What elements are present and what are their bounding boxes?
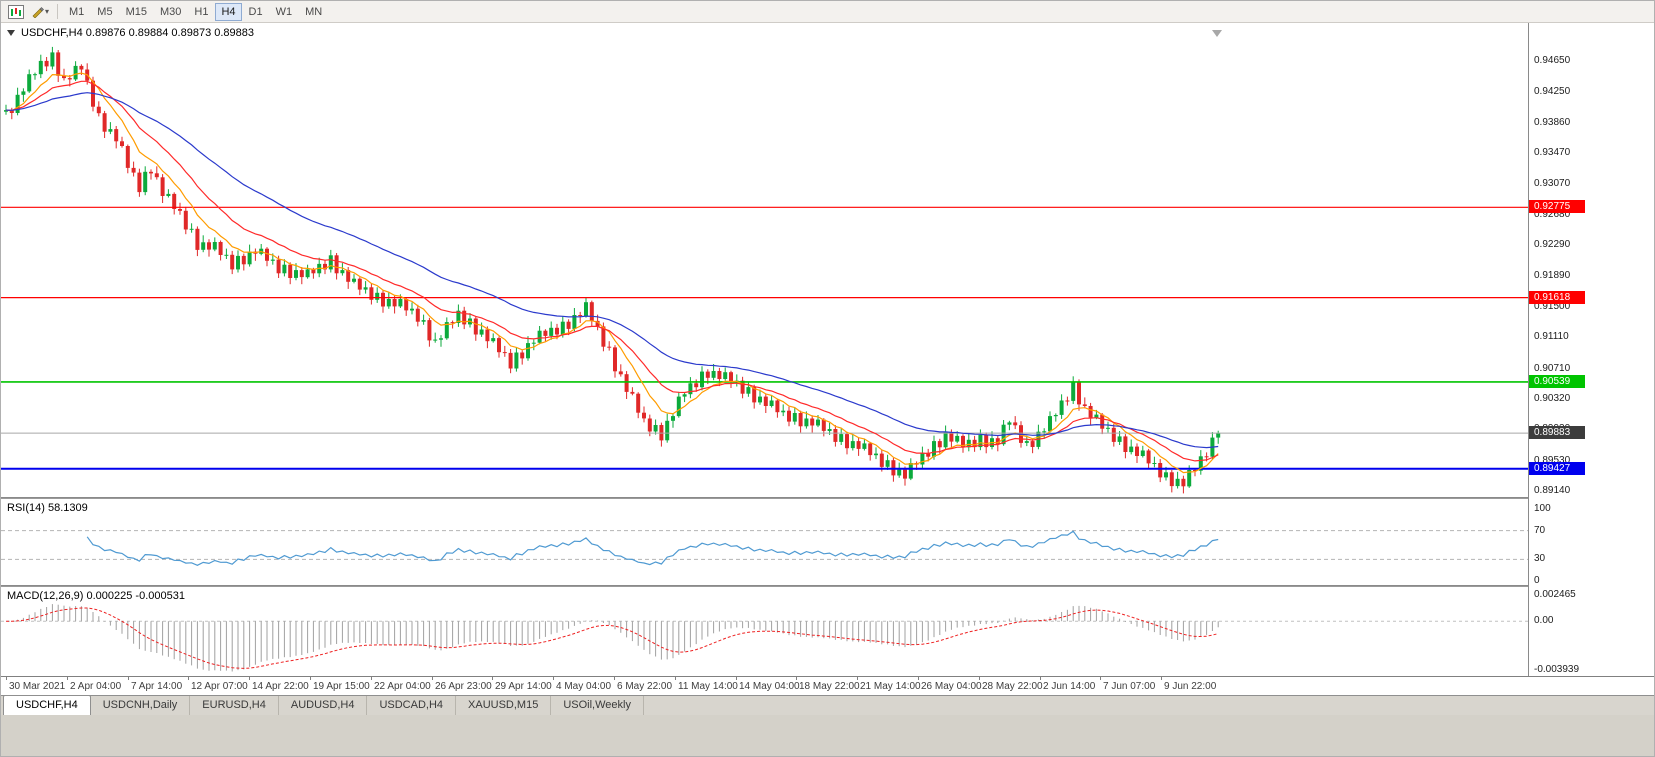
macd-indicator-plot[interactable] [1,587,1528,676]
chart-shift-marker[interactable] [1212,30,1222,37]
drawing-tool-icon[interactable]: ▾ [28,3,52,21]
current-price-box: 0.89883 [1529,426,1585,439]
price-axis-label: 0.91500 [1534,301,1571,312]
price-axis-label: 0.94250 [1534,86,1571,97]
chart-tabs-bar: USDCHF,H4 USDCNH,Daily EURUSD,H4 AUDUSD,H4 U… [1,695,1654,715]
timeframe-button-h4[interactable]: H4 [215,2,242,21]
price-chart-plot[interactable] [1,23,1528,497]
chart-window-icon[interactable] [4,3,28,21]
time-axis-label: 2 Jun 14:00 [1039,677,1096,692]
timeframe-button-m15[interactable]: M15 [125,5,147,18]
toolbar-separator [57,4,58,19]
price-axis-label: 0.90710 [1534,363,1571,374]
price-axis-label: 0.92290 [1534,239,1571,250]
chart-tab-usdcnh-daily[interactable]: USDCNH,Daily [91,696,191,715]
timeframe-button-mn[interactable]: MN [305,5,323,18]
time-axis-label: 19 Apr 15:00 [310,677,370,692]
time-axis-label: 11 May 14:00 [675,677,738,692]
time-axis-label: 12 Apr 07:00 [188,677,248,692]
time-axis-label: 21 May 14:00 [857,677,921,692]
chart-tab-eurusd-h4[interactable]: EURUSD,H4 [190,696,279,715]
macd-scale-label: 0.00 [1534,615,1554,626]
panel-separator[interactable] [1,585,1654,587]
price-axis-label: 0.91890 [1534,270,1571,281]
price-axis-label: 0.91110 [1534,331,1569,342]
macd-histogram [11,604,1219,672]
time-axis-label: 22 Apr 04:00 [371,677,431,692]
rsi-scale-label: 30 [1534,553,1546,564]
chart-tab-usdcad-h4[interactable]: USDCAD,H4 [367,696,457,715]
rsi-scale-label: 0 [1534,575,1540,586]
level-price-box: 0.91618 [1529,291,1585,304]
panel-separator[interactable] [1,497,1654,499]
time-axis-label: 30 Mar 2021 [5,677,66,692]
timeframe-button-group: M1 M5 M15 M30 H1 H4 D1 W1 MN [63,2,328,21]
macd-scale-label: 0.002465 [1534,589,1576,600]
main-toolbar: ▾ M1 M5 M15 M30 H1 H4 D1 W1 MN [1,1,1654,23]
candles-series [4,46,1221,494]
price-axis-label: 0.89530 [1534,455,1571,466]
price-axis-label: 0.93860 [1534,117,1571,128]
title-marker-icon [7,30,15,36]
rsi-label: RSI(14) 58.1309 [7,502,88,514]
moving-average-line-17 [5,80,1219,462]
price-axis-label: 0.90320 [1534,393,1571,404]
time-axis-label: 28 May 22:00 [979,677,1043,692]
dropdown-caret-icon: ▾ [44,7,49,16]
macd-signal-line [6,607,1219,669]
time-axis-label: 7 Jun 07:00 [1099,677,1156,692]
moving-average-line-8 [5,72,1219,474]
rsi-line [86,530,1219,566]
chart-tab-audusd-h4[interactable]: AUDUSD,H4 [279,696,368,715]
status-area [1,715,1654,756]
time-axis-label: 14 May 04:00 [736,677,800,692]
time-axis-label: 26 Apr 23:00 [432,677,492,692]
rsi-scale-label: 100 [1534,503,1551,514]
time-scale[interactable]: 30 Mar 2021 2 Apr 04:00 7 Apr 14:00 12 Apr … [1,676,1654,695]
price-axis-label: 0.92680 [1534,209,1571,220]
level-price-box: 0.92775 [1529,200,1585,213]
timeframe-button-w1[interactable]: W1 [275,5,293,18]
chart-window: USDCHF,H4 0.89876 0.89884 0.89873 0.8988… [1,23,1654,756]
rsi-scale-label: 70 [1534,525,1546,536]
price-axis-label: 0.94650 [1534,55,1571,66]
timeframe-button-m30[interactable]: M30 [159,5,182,18]
timeframe-button-d1[interactable]: D1 [248,5,263,18]
time-axis-label: 6 May 22:00 [613,677,673,692]
time-axis-label: 9 Jun 22:00 [1160,677,1217,692]
timeframe-button-h1[interactable]: H1 [194,5,209,18]
moving-average-line-40 [5,92,1219,449]
chart-title-text: USDCHF,H4 0.89876 0.89884 0.89873 0.8988… [21,27,255,39]
chart-title: USDCHF,H4 0.89876 0.89884 0.89873 0.8988… [7,27,254,39]
horizontal-levels [1,206,1528,470]
time-axis-label: 14 Apr 22:00 [249,677,309,692]
time-axis-label: 29 Apr 14:00 [492,677,552,692]
macd-label: MACD(12,26,9) 0.000225 -0.000531 [7,590,185,602]
pencil-glyph [32,7,44,18]
macd-scale-label: -0.003939 [1534,664,1580,675]
timeframe-button-m1[interactable]: M1 [69,5,85,18]
time-axis-label: 26 May 04:00 [918,677,982,692]
time-axis-label: 2 Apr 04:00 [66,677,122,692]
time-axis-label: 4 May 04:00 [552,677,612,692]
time-axis-label: 7 Apr 14:00 [127,677,183,692]
chart-tab-xauusd-m15[interactable]: XAUUSD,M15 [456,696,552,715]
price-axis-label: 0.89140 [1534,485,1571,496]
chart-tab-usoil-weekly[interactable]: USOil,Weekly [551,696,644,715]
price-scale[interactable]: 0.94650 0.94250 0.93860 0.93470 0.93070 0.926… [1528,23,1654,676]
chart-window-glyph [8,4,24,19]
chart-tab-usdchf-h4[interactable]: USDCHF,H4 [3,695,91,715]
price-axis-label: 0.93070 [1534,178,1571,189]
rsi-indicator-plot[interactable] [1,499,1528,585]
price-axis-label: 0.93470 [1534,147,1571,158]
timeframe-button-m5[interactable]: M5 [97,5,113,18]
level-price-box: 0.90539 [1529,375,1585,388]
time-axis-label: 18 May 22:00 [796,677,860,692]
level-price-box: 0.89427 [1529,462,1585,475]
